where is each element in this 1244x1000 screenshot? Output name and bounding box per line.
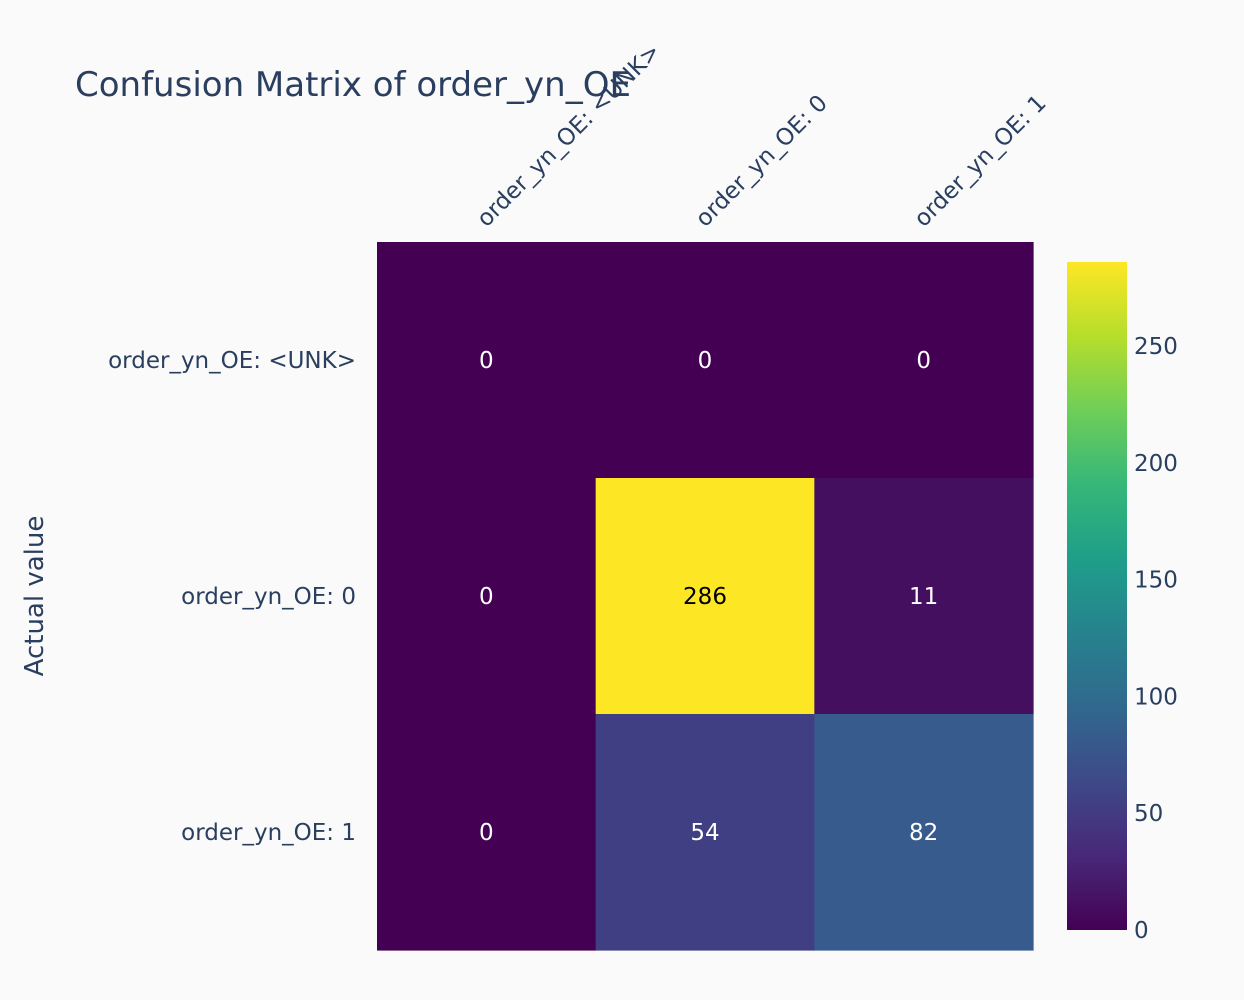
cell-value-label: 0 — [698, 348, 713, 374]
colorbar-tick-label: 0 — [1134, 918, 1149, 944]
heatmap-cell — [595, 478, 815, 715]
cell-value-label: 0 — [479, 584, 494, 610]
cell-value-label: 0 — [479, 348, 494, 374]
heatmap-cell — [377, 242, 597, 479]
colorbar-tick-label: 150 — [1134, 568, 1178, 594]
chart-title: Confusion Matrix of order_yn_OE — [75, 65, 631, 105]
x-tick-label: order_yn_OE: 1 — [910, 90, 1052, 232]
colorbar-tick-label: 100 — [1134, 684, 1178, 710]
heatmap-cell — [814, 714, 1034, 951]
cell-value-label: 286 — [683, 584, 727, 610]
cell-value-label: 11 — [909, 584, 938, 610]
colorbar-tick-label: 50 — [1134, 801, 1163, 827]
heatmap-cells — [377, 242, 1034, 951]
heatmap-cell — [595, 242, 815, 479]
cell-value-label: 54 — [690, 820, 719, 846]
heatmap-cell — [377, 478, 597, 715]
y-axis-ticks: order_yn_OE: <UNK> order_yn_OE: 0 order_yn… — [108, 348, 356, 846]
y-tick-label: order_yn_OE: 1 — [181, 820, 356, 846]
cell-value-label: 0 — [479, 820, 494, 846]
y-tick-label: order_yn_OE: 0 — [181, 584, 356, 610]
colorbar-ticks: 0 50 100 150 200 250 — [1134, 334, 1178, 944]
colorbar-tick-label: 200 — [1134, 451, 1178, 477]
heatmap-cell — [814, 478, 1034, 715]
heatmap-cell — [814, 242, 1034, 479]
heatmap-cell — [377, 714, 597, 951]
y-tick-label: order_yn_OE: <UNK> — [108, 348, 356, 374]
heatmap-cell — [595, 714, 815, 951]
cell-labels: 0 0 0 0 286 11 0 54 82 — [479, 348, 938, 846]
colorbar — [1067, 262, 1127, 930]
cell-value-label: 82 — [909, 820, 938, 846]
y-axis-title: Actual value — [20, 516, 50, 677]
cell-value-label: 0 — [916, 348, 931, 374]
x-tick-label: order_yn_OE: 0 — [691, 90, 833, 232]
colorbar-tick-label: 250 — [1134, 334, 1178, 360]
